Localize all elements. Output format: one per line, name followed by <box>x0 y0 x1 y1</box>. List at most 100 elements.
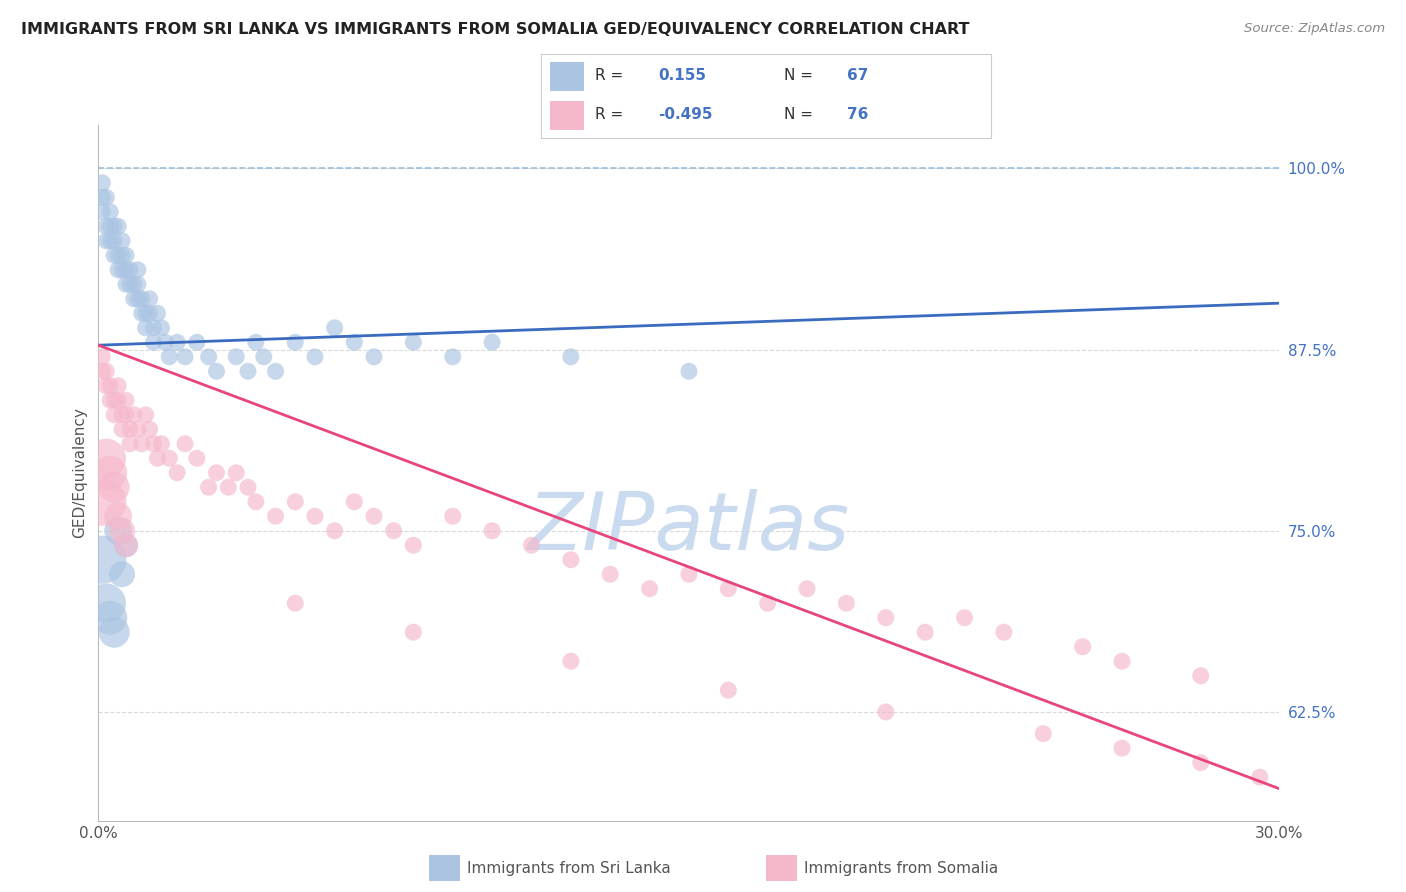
Point <box>205 364 228 378</box>
Point <box>98 393 121 408</box>
Point <box>835 596 858 610</box>
Y-axis label: GED/Equivalency: GED/Equivalency <box>72 408 87 538</box>
Point <box>142 335 165 350</box>
Point <box>236 480 259 494</box>
Point <box>98 379 121 393</box>
Point <box>91 205 114 219</box>
Text: IMMIGRANTS FROM SRI LANKA VS IMMIGRANTS FROM SOMALIA GED/EQUIVALENCY CORRELATION: IMMIGRANTS FROM SRI LANKA VS IMMIGRANTS … <box>21 22 970 37</box>
Point <box>118 437 141 451</box>
Text: 0.155: 0.155 <box>658 68 706 83</box>
Point <box>343 495 366 509</box>
Point <box>107 524 129 538</box>
Point <box>135 306 157 320</box>
Point <box>225 350 247 364</box>
Point <box>717 683 740 698</box>
Point <box>96 451 118 466</box>
Point <box>103 234 125 248</box>
Point <box>111 422 134 436</box>
Point <box>127 263 149 277</box>
Point <box>264 364 287 378</box>
Point <box>150 321 173 335</box>
Point <box>481 335 503 350</box>
Text: N =: N = <box>785 68 818 83</box>
Point <box>245 335 267 350</box>
Point <box>138 422 160 436</box>
Point <box>953 611 976 625</box>
Point <box>323 524 346 538</box>
Point <box>284 335 307 350</box>
Point <box>103 248 125 262</box>
Point <box>150 437 173 451</box>
Point <box>993 625 1015 640</box>
Text: 67: 67 <box>848 68 869 83</box>
Point <box>107 393 129 408</box>
Point <box>122 292 145 306</box>
Point <box>107 379 129 393</box>
Point <box>107 219 129 234</box>
Point <box>127 422 149 436</box>
Point <box>138 306 160 320</box>
Point <box>98 611 121 625</box>
Point <box>304 350 326 364</box>
Point <box>402 335 425 350</box>
Point <box>131 306 153 320</box>
Point <box>363 350 385 364</box>
Point <box>363 509 385 524</box>
Point <box>107 509 129 524</box>
Point <box>678 567 700 582</box>
Text: Immigrants from Sri Lanka: Immigrants from Sri Lanka <box>467 862 671 876</box>
Point <box>135 321 157 335</box>
Point <box>166 335 188 350</box>
Point <box>197 480 219 494</box>
Point <box>217 480 239 494</box>
Point <box>157 451 180 466</box>
Point <box>91 176 114 190</box>
Point <box>115 277 138 292</box>
Point <box>875 705 897 719</box>
Point <box>678 364 700 378</box>
Point <box>1111 654 1133 668</box>
Text: N =: N = <box>785 107 818 122</box>
Point <box>98 234 121 248</box>
Point <box>142 321 165 335</box>
Point <box>146 306 169 320</box>
Point <box>186 451 208 466</box>
Point <box>157 350 180 364</box>
Point <box>236 364 259 378</box>
Point <box>560 654 582 668</box>
Point <box>122 408 145 422</box>
Point <box>115 538 138 552</box>
Point <box>402 538 425 552</box>
Point <box>107 263 129 277</box>
Point <box>155 335 177 350</box>
Point <box>481 524 503 538</box>
Point <box>253 350 276 364</box>
Point <box>560 553 582 567</box>
Point <box>122 277 145 292</box>
FancyBboxPatch shape <box>550 101 583 130</box>
Point <box>197 350 219 364</box>
Point <box>796 582 818 596</box>
Point <box>127 292 149 306</box>
Point <box>166 466 188 480</box>
Point <box>756 596 779 610</box>
Point <box>115 393 138 408</box>
Point <box>638 582 661 596</box>
Point <box>441 509 464 524</box>
Point <box>118 277 141 292</box>
Point <box>323 321 346 335</box>
Point <box>103 625 125 640</box>
Point <box>115 538 138 552</box>
Point <box>96 190 118 204</box>
Point <box>98 219 121 234</box>
Point <box>103 408 125 422</box>
Point <box>264 509 287 524</box>
Point <box>111 524 134 538</box>
Point <box>111 567 134 582</box>
Point <box>91 553 114 567</box>
Point <box>875 611 897 625</box>
Point <box>186 335 208 350</box>
Point <box>402 625 425 640</box>
Point <box>174 437 197 451</box>
Point <box>225 466 247 480</box>
